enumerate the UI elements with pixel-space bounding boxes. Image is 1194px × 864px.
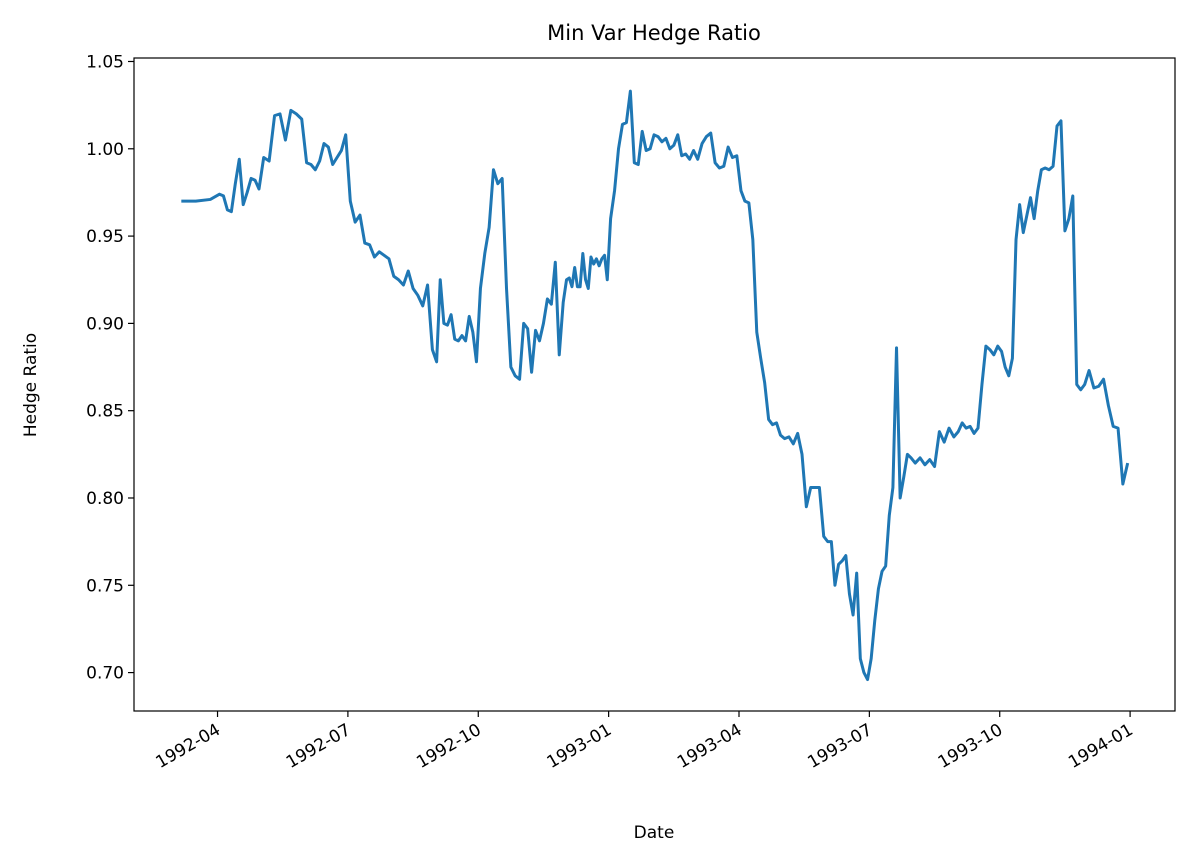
data-line xyxy=(181,89,1130,682)
plot-frame xyxy=(133,57,1176,712)
y-tick-label: 0.90 xyxy=(86,314,124,334)
y-axis-label: Hedge Ratio xyxy=(21,333,41,437)
y-tick-label: 0.75 xyxy=(86,576,124,596)
y-tick-label: 0.85 xyxy=(86,402,124,422)
chart-title: Min Var Hedge Ratio xyxy=(547,21,761,45)
y-tick-label: 0.95 xyxy=(86,227,124,247)
y-tick-label: 0.80 xyxy=(86,489,124,509)
y-tick-label: 0.70 xyxy=(86,664,124,684)
y-tick-label: 1.05 xyxy=(86,52,124,72)
x-axis-label: Date xyxy=(634,823,675,843)
y-tick-label: 1.00 xyxy=(86,140,124,160)
